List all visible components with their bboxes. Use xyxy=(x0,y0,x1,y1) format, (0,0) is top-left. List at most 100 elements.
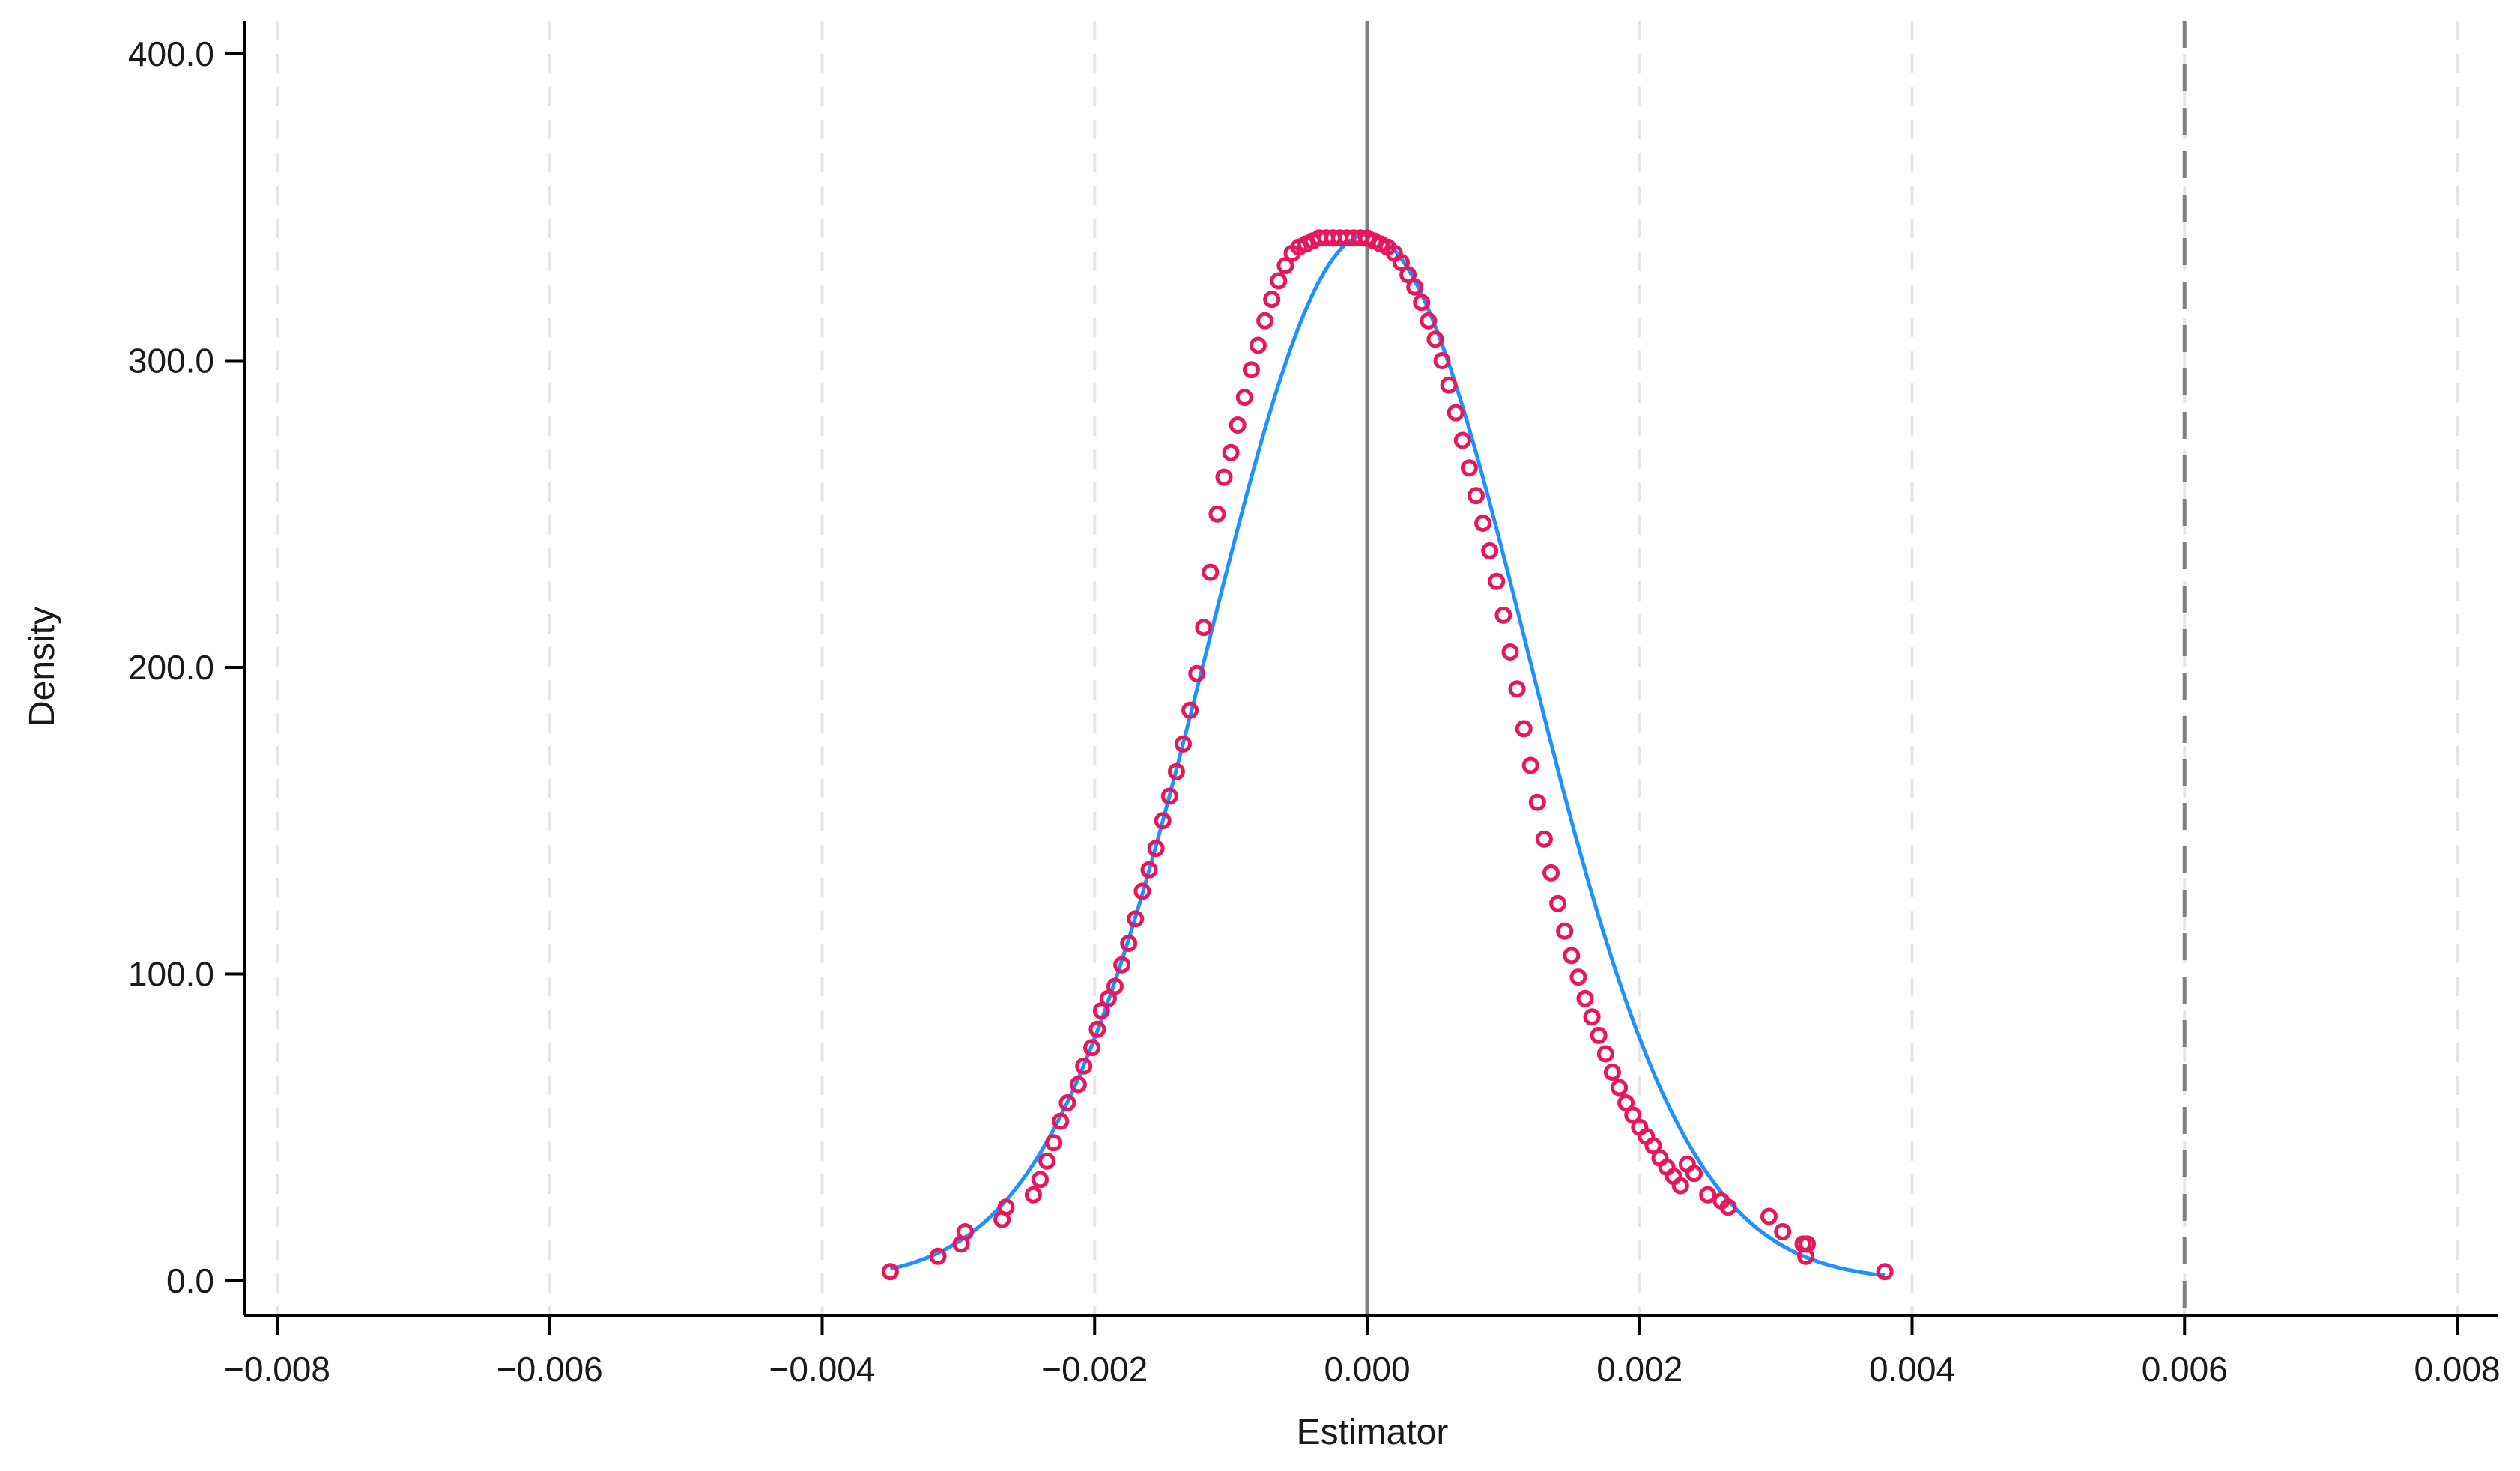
y-tick-label-4: 400.0 xyxy=(128,34,214,73)
data-point-18 xyxy=(1106,977,1124,995)
data-point-111 xyxy=(1799,1235,1816,1253)
x-tick-label-2: −0.004 xyxy=(769,1350,876,1389)
data-point-62 xyxy=(1406,278,1424,296)
data-point-3 xyxy=(957,1223,974,1240)
scatter-points xyxy=(881,229,1894,1281)
data-point-10 xyxy=(1052,1112,1070,1130)
data-point-64 xyxy=(1420,312,1438,330)
data-point-87 xyxy=(1576,989,1594,1007)
data-point-32 xyxy=(1202,563,1220,581)
axes xyxy=(243,21,2498,1317)
data-point-5 xyxy=(997,1198,1015,1216)
data-point-83 xyxy=(1549,894,1567,912)
data-point-25 xyxy=(1154,812,1172,830)
data-point-43 xyxy=(1276,257,1294,275)
data-point-1 xyxy=(929,1247,947,1265)
data-point-97 xyxy=(1644,1137,1662,1155)
data-point-89 xyxy=(1590,1026,1608,1044)
data-point-91 xyxy=(1603,1064,1621,1081)
x-tick-label-4: 0.000 xyxy=(1324,1350,1410,1389)
data-point-12 xyxy=(1069,1076,1087,1094)
data-point-67 xyxy=(1440,376,1458,394)
data-point-13 xyxy=(1075,1057,1093,1075)
x-tick-label-0: −0.008 xyxy=(224,1350,330,1389)
data-point-86 xyxy=(1569,968,1587,986)
data-point-92 xyxy=(1611,1079,1628,1097)
data-point-112 xyxy=(1876,1263,1894,1281)
data-point-108 xyxy=(1774,1223,1792,1240)
data-point-71 xyxy=(1468,487,1485,505)
data-point-14 xyxy=(1083,1039,1101,1057)
data-point-24 xyxy=(1147,840,1165,858)
data-point-85 xyxy=(1563,947,1581,965)
data-point-70 xyxy=(1460,459,1478,477)
data-point-61 xyxy=(1399,266,1417,284)
data-point-103 xyxy=(1685,1165,1703,1183)
data-point-42 xyxy=(1270,272,1288,290)
data-point-66 xyxy=(1433,352,1451,369)
data-point-74 xyxy=(1488,572,1506,590)
data-point-76 xyxy=(1501,643,1519,661)
data-point-26 xyxy=(1160,787,1178,805)
data-point-37 xyxy=(1235,389,1253,407)
data-point-36 xyxy=(1229,416,1247,434)
data-point-77 xyxy=(1508,680,1526,698)
x-axis-ticks: −0.008 −0.006 −0.004 −0.002 0.000 0.002 0.004 0… xyxy=(224,1315,2501,1389)
data-point-22 xyxy=(1133,882,1151,900)
data-point-7 xyxy=(1032,1171,1049,1189)
data-point-31 xyxy=(1195,619,1213,637)
y-tick-label-2: 200.0 xyxy=(128,648,214,687)
data-point-106 xyxy=(1719,1198,1737,1216)
data-point-33 xyxy=(1208,505,1226,523)
data-point-80 xyxy=(1528,793,1546,811)
data-point-19 xyxy=(1113,956,1131,974)
x-tick-label-7: 0.006 xyxy=(2142,1350,2228,1389)
x-tick-label-3: −0.002 xyxy=(1041,1350,1148,1389)
data-point-69 xyxy=(1453,431,1471,449)
data-point-84 xyxy=(1556,922,1574,940)
data-point-17 xyxy=(1099,989,1117,1007)
data-point-16 xyxy=(1092,1002,1110,1020)
fitted-curve-layer xyxy=(889,233,1886,1278)
x-axis-title: Estimator xyxy=(1297,1413,1449,1452)
data-point-30 xyxy=(1188,664,1206,682)
data-point-72 xyxy=(1474,515,1492,532)
data-point-75 xyxy=(1494,606,1512,624)
data-point-78 xyxy=(1515,720,1533,738)
data-point-23 xyxy=(1140,861,1158,879)
data-point-93 xyxy=(1617,1094,1635,1111)
y-tick-label-3: 300.0 xyxy=(128,342,214,380)
data-point-68 xyxy=(1447,404,1465,422)
data-point-38 xyxy=(1242,361,1260,379)
fitted-normal-curve xyxy=(889,233,1886,1278)
data-point-9 xyxy=(1045,1134,1063,1152)
data-point-81 xyxy=(1535,830,1553,848)
y-tick-label-1: 100.0 xyxy=(128,955,214,994)
data-point-20 xyxy=(1120,935,1138,952)
data-point-65 xyxy=(1426,330,1444,348)
data-point-35 xyxy=(1222,443,1240,461)
x-tick-label-8: 0.008 xyxy=(2414,1350,2500,1389)
data-point-11 xyxy=(1058,1094,1076,1111)
data-point-15 xyxy=(1088,1020,1106,1038)
data-point-82 xyxy=(1542,864,1560,882)
data-point-94 xyxy=(1624,1106,1642,1124)
data-point-63 xyxy=(1413,294,1431,312)
data-point-60 xyxy=(1393,254,1410,271)
x-tick-label-1: −0.006 xyxy=(497,1350,603,1389)
data-point-28 xyxy=(1175,735,1192,753)
x-tick-label-6: 0.004 xyxy=(1869,1350,1955,1389)
y-axis-ticks: 0.0 100.0 200.0 300.0 400.0 xyxy=(128,34,244,1300)
reference-lines xyxy=(1365,21,2187,1315)
data-point-21 xyxy=(1127,910,1145,928)
data-point-101 xyxy=(1671,1177,1689,1195)
x-tick-label-5: 0.002 xyxy=(1596,1350,1682,1389)
data-point-104 xyxy=(1699,1186,1717,1204)
data-point-34 xyxy=(1215,468,1233,486)
data-point-73 xyxy=(1481,542,1499,559)
y-tick-label-0: 0.0 xyxy=(166,1261,214,1300)
data-point-39 xyxy=(1250,336,1267,354)
data-point-107 xyxy=(1760,1207,1778,1225)
data-point-41 xyxy=(1263,291,1281,309)
